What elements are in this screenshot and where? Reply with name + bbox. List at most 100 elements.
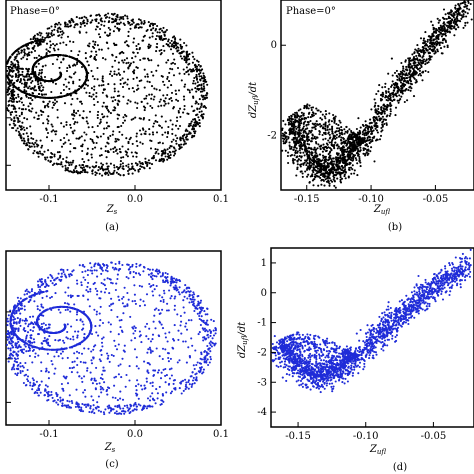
panel-a-point	[152, 98, 155, 101]
panel-b-point	[316, 158, 319, 161]
panel-a-point	[126, 78, 129, 81]
panel-a-point	[71, 161, 74, 164]
panel-a-point	[85, 70, 88, 74]
panel-a-point	[36, 32, 39, 36]
panel-b-point	[409, 89, 412, 92]
panel-b-point	[330, 158, 333, 161]
panel-a-point	[17, 117, 20, 120]
panel-a-point	[78, 85, 81, 88]
panel-b-point	[453, 12, 456, 15]
panel-a-point	[27, 43, 30, 46]
panel-b-point	[323, 155, 326, 158]
panel-b-point	[353, 154, 357, 157]
panel-a-point	[203, 105, 207, 108]
panel-a-point	[45, 48, 48, 51]
panel-a-point	[59, 71, 62, 75]
panel-a-point	[150, 59, 153, 62]
panel-a-point	[145, 29, 148, 33]
panel-a-point	[161, 39, 164, 42]
panel-a-point	[52, 81, 55, 84]
panel-b-point	[358, 155, 361, 159]
panel-b-point	[443, 38, 446, 41]
panel-b-point	[379, 134, 383, 137]
panel-a-point	[69, 126, 72, 129]
panel-a-point	[23, 48, 26, 51]
panel-a-point	[148, 93, 151, 96]
panel-a-point	[31, 91, 34, 95]
panel-b-point	[347, 155, 350, 158]
panel-b-point	[296, 141, 299, 144]
panel-b-point	[281, 127, 284, 130]
panel-a-point	[93, 57, 96, 60]
panel-a-point	[119, 160, 122, 163]
panel-a-point	[149, 44, 152, 47]
panel-a-point	[158, 31, 161, 34]
panel-a-point	[131, 20, 134, 23]
panel-a-point	[188, 89, 191, 92]
panel-a-point	[142, 117, 146, 120]
panel-a-point	[76, 172, 79, 175]
panel-b-point	[299, 151, 302, 154]
panel-b-point	[308, 160, 311, 163]
panel-a-point	[20, 51, 23, 54]
panel-a-point	[64, 25, 67, 28]
panel-a-point	[178, 144, 181, 147]
panel-a-point	[31, 80, 34, 83]
panel-a-point	[122, 116, 125, 119]
panel-a-point	[79, 100, 82, 103]
panel-b-point	[353, 172, 356, 175]
panel-a-point	[117, 72, 120, 75]
panel-b-point	[368, 142, 371, 145]
panel-a-point	[6, 61, 9, 64]
panel-b-point	[384, 94, 387, 97]
panel-a-point	[200, 94, 203, 97]
panel-a-point	[80, 135, 83, 138]
panel-a-point	[75, 169, 78, 173]
panel-b-point	[288, 118, 291, 122]
panel-a-point	[122, 95, 125, 98]
panel-a-point	[115, 148, 118, 151]
panel-b-point	[415, 64, 418, 68]
panel-a-point	[47, 159, 50, 162]
panel-b-point	[321, 154, 325, 157]
panel-b-point	[406, 79, 409, 83]
panel-a-point	[60, 161, 63, 164]
panel-a-point	[72, 82, 75, 85]
panel-a-point	[31, 46, 35, 50]
panel-b-point	[416, 59, 420, 62]
panel-a-point	[127, 148, 130, 151]
panel-b-point	[422, 60, 425, 63]
panel-a-point	[123, 113, 127, 116]
panel-b-point	[339, 148, 342, 152]
panel-b-point	[330, 141, 333, 144]
panel-b-point	[311, 173, 314, 176]
panel-a-point	[18, 67, 21, 70]
panel-b-point	[357, 117, 360, 120]
panel-a-point	[6, 91, 9, 94]
panel-b-point	[464, 21, 467, 24]
panel-a-point	[53, 153, 56, 156]
panel-b-point	[387, 94, 390, 98]
panel-a-point	[154, 114, 157, 117]
panel-a-point	[44, 96, 48, 99]
panel-a-point	[117, 90, 120, 93]
panel-a-point	[78, 50, 81, 53]
panel-b-point	[402, 84, 405, 87]
panel-b-point	[373, 124, 376, 127]
panel-a-point	[119, 174, 122, 177]
panel-a-point	[94, 18, 97, 21]
panel-b-point	[401, 69, 404, 72]
panel-b-point	[364, 154, 367, 157]
panel-a-point	[146, 75, 149, 78]
panel-a-point	[164, 102, 167, 105]
panel-a-point	[73, 129, 76, 132]
panel-a-point	[146, 102, 149, 105]
panel-b-point	[395, 83, 398, 86]
panel-a-point	[16, 87, 19, 90]
panel-a-point	[125, 62, 128, 65]
panel-a-point	[199, 69, 203, 72]
panel-a-point	[25, 90, 28, 93]
panel-b-point	[314, 176, 317, 179]
panel-a-point	[199, 71, 202, 74]
panel-a-point	[158, 141, 161, 144]
